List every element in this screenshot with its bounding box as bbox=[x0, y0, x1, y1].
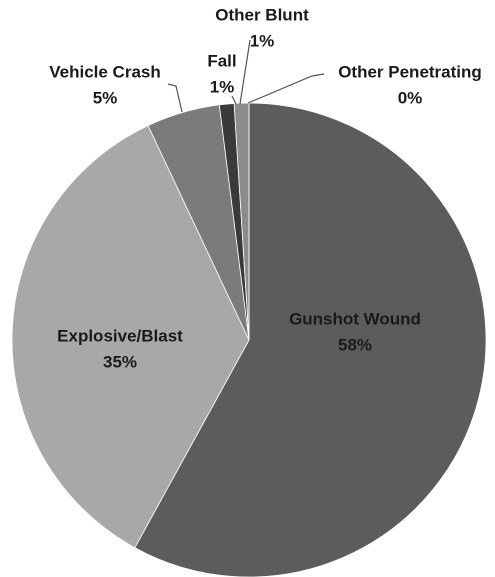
slice-value-label: 5% bbox=[93, 88, 118, 107]
slice-label: Vehicle Crash bbox=[49, 62, 161, 81]
leader-line bbox=[167, 83, 183, 113]
slice-value-label: 0% bbox=[398, 88, 423, 107]
slice-value-label: 58% bbox=[338, 335, 372, 354]
slice-label: Other Penetrating bbox=[338, 62, 482, 81]
slice-label: Gunshot Wound bbox=[289, 309, 421, 328]
pie-slice bbox=[11, 125, 250, 549]
leader-lines bbox=[167, 39, 325, 113]
slice-value-label: 1% bbox=[210, 77, 235, 96]
leader-line bbox=[231, 95, 237, 105]
slice-value-label: 1% bbox=[250, 31, 275, 50]
slice-value-label: 35% bbox=[103, 352, 137, 371]
slice-label: Other Blunt bbox=[215, 5, 309, 24]
leader-line bbox=[247, 73, 325, 104]
pie bbox=[11, 102, 487, 577]
slice-label: Explosive/Blast bbox=[57, 326, 183, 345]
leader-line bbox=[239, 39, 251, 105]
slice-label: Fall bbox=[207, 51, 236, 70]
